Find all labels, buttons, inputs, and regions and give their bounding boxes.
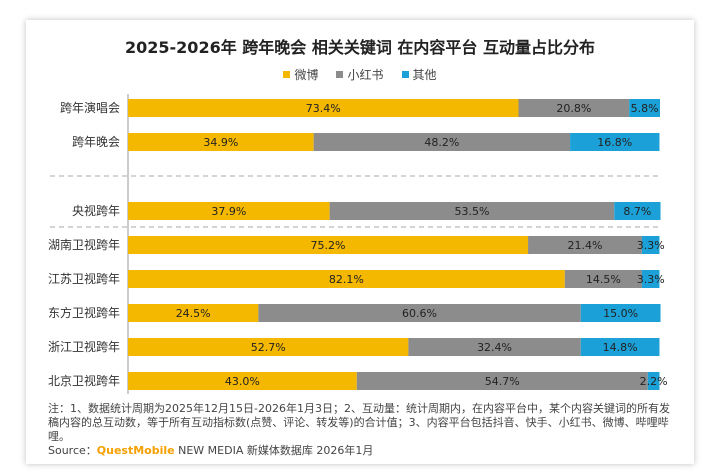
data-label: 24.5% [176, 307, 211, 320]
legend-item-weibo: 微博 [283, 66, 318, 83]
legend-item-other: 其他 [401, 66, 437, 83]
legend-swatch-other [401, 71, 409, 78]
source-line: Source：QuestMobile NEW MEDIA 新媒体数据库 2026… [48, 442, 373, 458]
bar-segment [128, 202, 330, 220]
data-label: 75.2% [311, 239, 346, 252]
footnote: 注：1、数据统计周期为2025年12月15日-2026年1月3日；2、互动量：统… [48, 402, 670, 443]
category-label: 跨年晚会 [72, 135, 120, 149]
bar-segment [128, 99, 519, 117]
category-label: 东方卫视跨年 [48, 305, 120, 320]
source-brand-logo: QuestMobile [96, 444, 175, 457]
bar-segment [614, 202, 661, 220]
data-label: 14.5% [586, 273, 621, 286]
data-label: 5.8% [631, 102, 659, 115]
data-label: 3.3% [637, 239, 665, 252]
data-label: 8.7% [623, 205, 651, 218]
legend: 微博 小红书 其他 [0, 66, 720, 83]
bar-segment [580, 304, 661, 322]
data-label: 21.4% [568, 239, 603, 252]
data-label: 3.3% [637, 273, 665, 286]
bar-segment [641, 236, 660, 254]
bar-segment [128, 338, 409, 356]
category-label: 北京卫视跨年 [48, 373, 120, 388]
bar-segment [128, 304, 259, 322]
data-label: 15.0% [603, 307, 638, 320]
category-label: 浙江卫视跨年 [48, 339, 120, 354]
legend-swatch-xiaohongshu [336, 71, 344, 78]
category-label: 江苏卫视跨年 [48, 271, 120, 286]
chart-title: 2025-2026年 跨年晚会 相关关键词 在内容平台 互动量占比分布 [125, 38, 595, 57]
bar-segment [128, 372, 357, 390]
bar-segment [329, 202, 615, 220]
bar-segment [641, 270, 660, 288]
data-label: 43.0% [225, 375, 260, 388]
bar-segment [128, 133, 314, 151]
category-label: 央视跨年 [72, 203, 120, 218]
bar-segment [408, 338, 581, 356]
bar-segment [570, 133, 660, 151]
bar-segment [528, 236, 642, 254]
bar-segment [647, 372, 660, 390]
bar-segment [258, 304, 581, 322]
data-label: 60.6% [402, 307, 437, 320]
data-label: 37.9% [211, 205, 246, 218]
legend-label-xiaohongshu: 小红书 [347, 68, 384, 82]
data-label: 48.2% [424, 136, 459, 149]
source-suffix: NEW MEDIA 新媒体数据库 2026年1月 [174, 444, 374, 457]
bar-segment [629, 99, 660, 117]
data-label: 34.9% [203, 136, 238, 149]
bar-segment [356, 372, 648, 390]
category-label: 跨年演唱会 [60, 100, 120, 115]
data-label: 52.7% [251, 341, 286, 354]
legend-swatch-weibo [283, 71, 291, 78]
legend-item-xiaohongshu: 小红书 [336, 66, 384, 83]
legend-label-weibo: 微博 [294, 68, 319, 82]
bar-segment [580, 338, 660, 356]
bar-segment [313, 133, 571, 151]
data-label: 53.5% [454, 205, 489, 218]
data-label: 16.8% [597, 136, 632, 149]
data-label: 73.4% [306, 102, 341, 115]
data-label: 2.2% [640, 375, 668, 388]
category-label: 湖南卫视跨年 [48, 237, 120, 252]
data-label: 14.8% [603, 341, 638, 354]
data-label: 32.4% [477, 341, 512, 354]
bar-segment [518, 99, 630, 117]
legend-label-other: 其他 [412, 68, 437, 82]
source-prefix: Source： [48, 444, 97, 457]
data-label: 54.7% [485, 375, 520, 388]
bar-segment [564, 270, 642, 288]
bar-segment [128, 270, 565, 288]
bar-segment [128, 236, 529, 254]
data-label: 82.1% [329, 273, 364, 286]
data-label: 20.8% [556, 102, 591, 115]
